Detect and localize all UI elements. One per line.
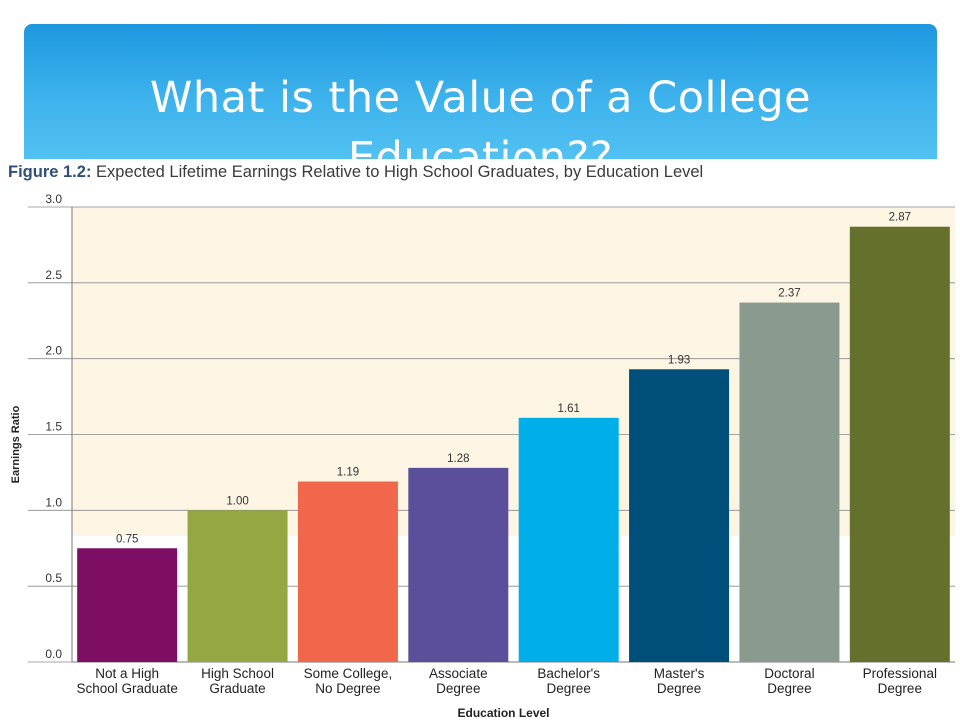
x-tick-label: Doctoral [764, 666, 814, 681]
y-tick-label: 2.5 [45, 268, 62, 282]
x-tick-label: Degree [878, 681, 922, 696]
x-tick-label: No Degree [315, 681, 380, 696]
bar [518, 417, 619, 662]
x-tick-label: Some College, [304, 666, 393, 681]
y-tick-label: 0.5 [45, 571, 62, 585]
slide-title: What is the Value of a College Education… [149, 73, 812, 183]
y-tick-label: 2.0 [45, 344, 62, 358]
bar-value-label: 1.28 [447, 453, 469, 465]
bar-value-label: 1.19 [337, 467, 359, 479]
y-axis-title: Earnings Ratio [10, 405, 22, 483]
x-tick-label: Associate [429, 666, 488, 681]
y-tick-label: 0.0 [45, 647, 62, 661]
bar-value-label: 2.87 [889, 212, 911, 224]
x-tick-label: Degree [436, 681, 480, 696]
x-tick-label: Degree [767, 681, 811, 696]
bar [739, 302, 840, 662]
x-tick-label: Graduate [209, 681, 265, 696]
x-tick-label: Degree [657, 681, 701, 696]
x-tick-label: Not a High [95, 666, 159, 681]
bar-value-label: 1.61 [557, 403, 579, 415]
bar [77, 548, 178, 662]
bar-value-label: 0.75 [116, 533, 138, 545]
bar [187, 510, 288, 662]
title-banner: What is the Value of a College Education… [24, 24, 937, 183]
x-tick-label: Bachelor's [537, 666, 600, 681]
figure-caption: Figure 1.2: Expected Lifetime Earnings R… [8, 163, 958, 182]
y-tick-label: 3.0 [45, 192, 62, 206]
x-tick-label: Degree [547, 681, 591, 696]
bar [849, 226, 950, 662]
x-tick-label: School Graduate [77, 681, 178, 696]
bar-value-label: 1.93 [668, 354, 690, 366]
bar-value-label: 2.37 [778, 288, 800, 300]
figure-caption-text: Expected Lifetime Earnings Relative to H… [96, 163, 704, 181]
bar-value-label: 1.00 [226, 495, 248, 507]
bar [297, 481, 398, 662]
y-tick-label: 1.5 [45, 420, 62, 434]
x-tick-label: Professional [863, 666, 937, 681]
x-tick-label: High School [201, 666, 274, 681]
figure-label: Figure 1.2: [8, 163, 92, 181]
bar [408, 467, 509, 662]
x-tick-label: Master's [654, 666, 705, 681]
x-axis-title: Education Level [457, 706, 549, 720]
bar-chart: 0.0 0.5 1.0 1.5 2.0 2.5 3.0 0.75 Not a HighSchoo… [10, 192, 955, 720]
y-tick-label: 1.0 [45, 495, 62, 509]
bar [629, 369, 730, 662]
